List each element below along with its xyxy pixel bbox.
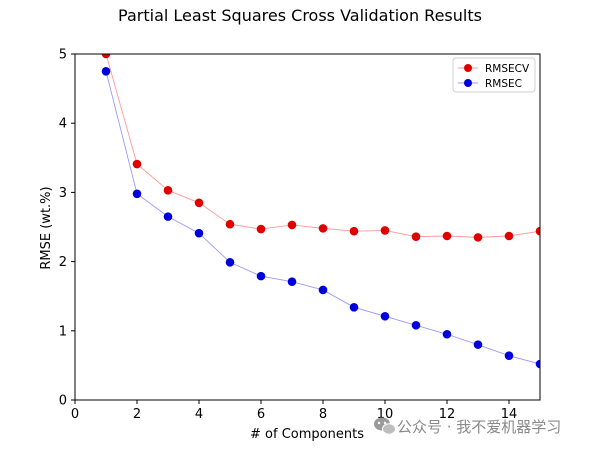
data-point-rmsecv	[504, 231, 514, 241]
data-point-rmsec	[132, 189, 142, 199]
y-axis-label: RMSE (wt.%)	[39, 186, 54, 269]
x-tick-label: 0	[71, 407, 79, 422]
data-point-rmsec	[473, 340, 483, 349]
y-tick-label: 2	[59, 255, 67, 270]
data-point-rmsecv	[380, 226, 390, 235]
data-point-rmsecv	[132, 159, 142, 169]
data-point-rmsecv	[535, 226, 540, 236]
data-point-rmsecv	[101, 54, 111, 59]
data-layer	[101, 54, 540, 369]
y-tick-label: 0	[59, 394, 67, 409]
x-tick-label: 4	[195, 407, 203, 422]
data-point-rmsec	[318, 285, 328, 295]
axes-frame	[74, 53, 541, 401]
legend: RMSECV RMSEC	[452, 57, 536, 93]
y-tick-label: 1	[59, 324, 67, 339]
data-point-rmsecv	[256, 224, 266, 234]
watermark: 公众号 · 我不爱机器学习	[374, 417, 561, 436]
legend-box	[452, 57, 536, 93]
data-point-rmsec	[194, 228, 204, 238]
data-point-rmsec	[225, 257, 235, 267]
data-point-rmsecv	[349, 226, 359, 236]
y-tick-label: 3	[59, 186, 67, 201]
chart-title: Partial Least Squares Cross Validation R…	[118, 6, 482, 25]
data-point-rmsecv	[287, 220, 297, 230]
x-tick-label: 8	[319, 407, 327, 422]
wechat-icon	[374, 417, 396, 435]
legend-label-rmsec: RMSEC	[485, 78, 522, 90]
data-point-rmsec	[256, 271, 266, 281]
data-point-rmsec	[535, 359, 540, 369]
data-point-rmsec	[380, 311, 390, 321]
data-point-rmsecv	[163, 186, 173, 195]
data-point-rmsecv	[442, 231, 452, 241]
y-tick-label: 5	[59, 48, 67, 63]
data-point-rmsecv	[318, 224, 328, 233]
data-point-rmsec	[163, 212, 173, 221]
x-tick-label: 14	[501, 407, 518, 422]
data-point-rmsecv	[473, 233, 483, 242]
data-point-rmsecv	[194, 198, 204, 208]
data-point-rmsec	[349, 302, 359, 312]
x-tick-label: 12	[439, 407, 456, 422]
legend-label-rmsecv: RMSECV	[485, 63, 530, 75]
x-tick-label: 2	[133, 407, 141, 422]
data-point-rmsec	[101, 67, 111, 76]
x-tick-label: 6	[257, 407, 265, 422]
y-tick-label: 4	[59, 117, 67, 132]
data-point-rmsecv	[225, 219, 235, 229]
data-point-rmsec	[411, 320, 421, 330]
legend-marker-rmsecv	[464, 64, 472, 72]
watermark-text: 公众号 · 我不爱机器学习	[397, 418, 561, 436]
legend-marker-rmsec	[464, 79, 472, 87]
data-point-rmsec	[287, 277, 297, 286]
x-axis-label: # of Components	[250, 427, 364, 442]
data-point-rmsec	[442, 329, 452, 339]
data-point-rmsecv	[411, 232, 421, 241]
data-point-rmsec	[504, 351, 514, 361]
